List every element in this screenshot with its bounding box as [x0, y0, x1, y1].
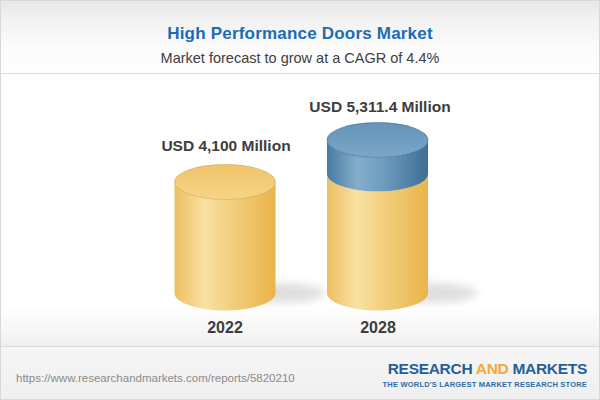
brand-word-markets: MARKETS [512, 360, 587, 377]
bar-2028 [327, 123, 477, 311]
bar-2022-top [175, 165, 276, 200]
bar-2022-body [175, 182, 276, 311]
brand-logo: RESEARCH AND MARKETS THE WORLD'S LARGEST… [383, 361, 587, 388]
bar-2028-top [327, 123, 428, 158]
footer: https://www.researchandmarkets.com/repor… [1, 346, 599, 399]
cylinder-chart [1, 1, 600, 400]
brand-word-and: AND [476, 360, 509, 377]
brand-word-research: RESEARCH [388, 360, 473, 377]
value-label-2022: USD 4,100 Million [161, 137, 290, 155]
brand-tagline: THE WORLD'S LARGEST MARKET RESEARCH STOR… [383, 381, 587, 389]
category-label-2028: 2028 [360, 319, 396, 337]
report-url[interactable]: https://www.researchandmarkets.com/repor… [16, 372, 295, 384]
infographic-card: High Performance Doors Market Market for… [0, 0, 600, 400]
category-label-2022: 2022 [207, 319, 243, 337]
bar-2028-body-base [327, 174, 428, 311]
bar-2022 [175, 165, 326, 311]
brand-logo-wordmark: RESEARCH AND MARKETS [383, 361, 587, 377]
value-label-2028: USD 5,311.4 Million [309, 98, 450, 116]
